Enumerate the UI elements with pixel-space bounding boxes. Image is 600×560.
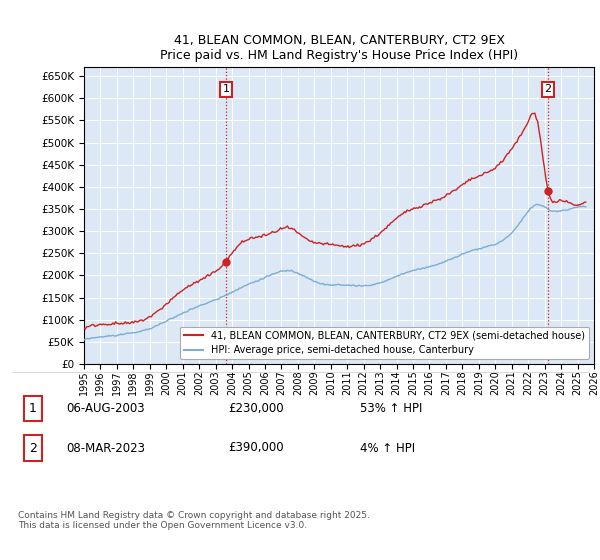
Text: 4% ↑ HPI: 4% ↑ HPI (360, 441, 415, 455)
Text: 06-AUG-2003: 06-AUG-2003 (66, 402, 145, 416)
Title: 41, BLEAN COMMON, BLEAN, CANTERBURY, CT2 9EX
Price paid vs. HM Land Registry's H: 41, BLEAN COMMON, BLEAN, CANTERBURY, CT2… (160, 34, 518, 62)
Text: £390,000: £390,000 (228, 441, 284, 455)
Text: 1: 1 (223, 85, 229, 94)
Text: Contains HM Land Registry data © Crown copyright and database right 2025.
This d: Contains HM Land Registry data © Crown c… (18, 511, 370, 530)
Legend: 41, BLEAN COMMON, BLEAN, CANTERBURY, CT2 9EX (semi-detached house), HPI: Average: 41, BLEAN COMMON, BLEAN, CANTERBURY, CT2… (180, 326, 589, 359)
Text: 08-MAR-2023: 08-MAR-2023 (66, 441, 145, 455)
Text: 2: 2 (545, 85, 551, 94)
Text: 2: 2 (29, 441, 37, 455)
Text: 53% ↑ HPI: 53% ↑ HPI (360, 402, 422, 416)
Text: £230,000: £230,000 (228, 402, 284, 416)
Text: 1: 1 (29, 402, 37, 416)
